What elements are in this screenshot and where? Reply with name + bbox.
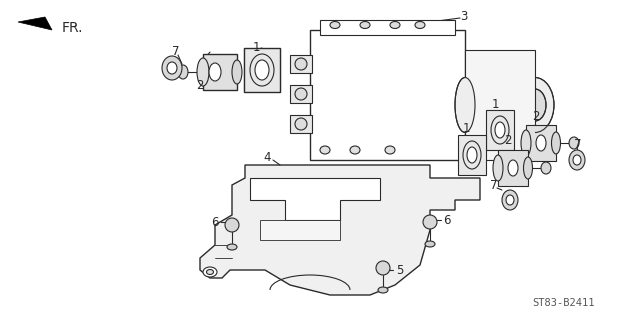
Ellipse shape [378, 287, 388, 293]
Text: 4: 4 [263, 150, 271, 164]
Text: 2: 2 [505, 133, 512, 147]
Text: ST83-B2411: ST83-B2411 [533, 298, 595, 308]
Polygon shape [200, 165, 480, 295]
Ellipse shape [425, 241, 435, 247]
Polygon shape [310, 30, 465, 160]
Bar [290, 55, 312, 73]
Ellipse shape [536, 135, 546, 151]
Ellipse shape [295, 118, 307, 130]
Ellipse shape [203, 267, 217, 277]
Ellipse shape [541, 162, 551, 174]
Text: 1: 1 [491, 98, 499, 110]
Text: 7: 7 [172, 44, 180, 58]
Ellipse shape [162, 56, 182, 80]
Polygon shape [498, 150, 528, 186]
Ellipse shape [516, 77, 554, 132]
Bar [290, 115, 312, 133]
Ellipse shape [255, 60, 269, 80]
Ellipse shape [502, 190, 518, 210]
Ellipse shape [330, 21, 340, 28]
Ellipse shape [206, 269, 213, 275]
Ellipse shape [295, 58, 307, 70]
Ellipse shape [569, 137, 579, 149]
Text: 5: 5 [396, 263, 404, 276]
Ellipse shape [524, 157, 533, 179]
Text: FR.: FR. [62, 21, 83, 35]
Text: 2: 2 [533, 109, 540, 123]
Polygon shape [244, 48, 280, 92]
Bar [290, 85, 312, 103]
Ellipse shape [508, 160, 518, 176]
Text: 7: 7 [574, 138, 582, 150]
Ellipse shape [521, 130, 531, 156]
Ellipse shape [225, 218, 239, 232]
Ellipse shape [390, 21, 400, 28]
Text: 3: 3 [461, 10, 468, 22]
Ellipse shape [227, 244, 237, 250]
Ellipse shape [232, 60, 242, 84]
Ellipse shape [376, 261, 390, 275]
Polygon shape [486, 110, 514, 150]
Polygon shape [18, 17, 52, 30]
Polygon shape [320, 20, 455, 35]
Polygon shape [250, 178, 380, 220]
Ellipse shape [506, 195, 514, 205]
Ellipse shape [385, 146, 395, 154]
Ellipse shape [495, 122, 505, 138]
Text: 1: 1 [462, 122, 469, 134]
Ellipse shape [493, 155, 503, 181]
Polygon shape [203, 54, 237, 90]
Ellipse shape [569, 150, 585, 170]
Polygon shape [260, 220, 340, 240]
Ellipse shape [491, 116, 509, 144]
Ellipse shape [197, 58, 209, 86]
Text: 7: 7 [490, 179, 497, 191]
Polygon shape [465, 50, 535, 160]
Ellipse shape [423, 215, 437, 229]
Ellipse shape [250, 54, 274, 86]
Ellipse shape [552, 132, 561, 154]
Ellipse shape [455, 77, 475, 132]
Polygon shape [526, 125, 556, 161]
Text: 6: 6 [211, 215, 218, 228]
Ellipse shape [467, 147, 477, 163]
Ellipse shape [524, 89, 546, 121]
Ellipse shape [320, 146, 330, 154]
Ellipse shape [573, 155, 581, 165]
Ellipse shape [463, 141, 481, 169]
Text: 2: 2 [196, 78, 204, 92]
Text: 6: 6 [443, 213, 451, 227]
Text: 1: 1 [252, 41, 260, 53]
Ellipse shape [167, 62, 177, 74]
Ellipse shape [209, 63, 221, 81]
Ellipse shape [350, 146, 360, 154]
Polygon shape [458, 135, 486, 175]
Ellipse shape [415, 21, 425, 28]
Ellipse shape [295, 88, 307, 100]
Ellipse shape [360, 21, 370, 28]
Ellipse shape [178, 65, 188, 79]
